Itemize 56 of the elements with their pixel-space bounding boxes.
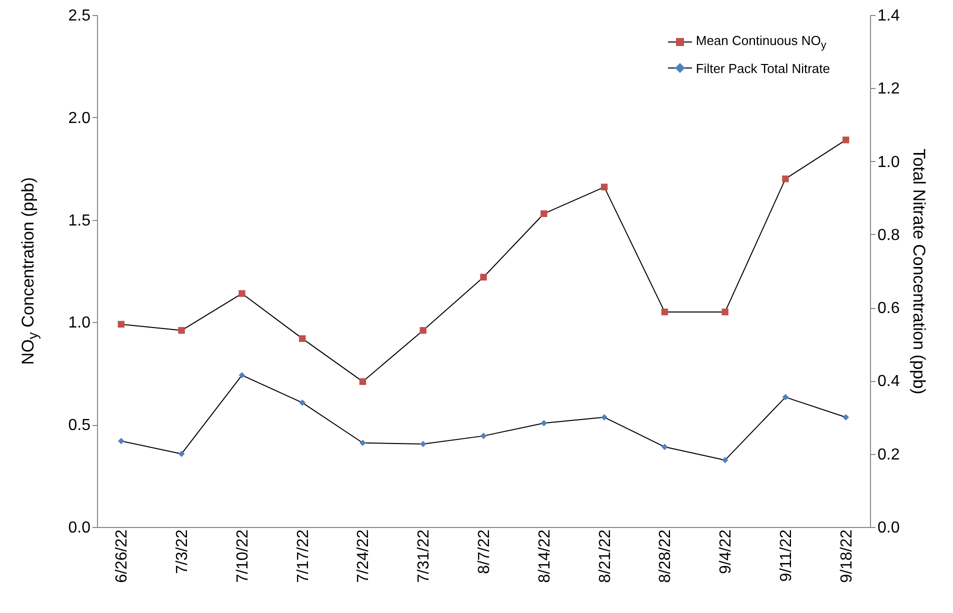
point: [178, 450, 185, 458]
y-tick-label: 2.0: [68, 110, 91, 127]
point: [118, 438, 124, 444]
x-tick-label: 8/14/22: [536, 529, 554, 583]
x-tick-label: 6/26/22: [114, 529, 131, 583]
point: [540, 210, 548, 218]
x-tick-label: 9/4/22: [718, 529, 735, 574]
point: [238, 290, 246, 297]
point: [842, 136, 850, 144]
x-tick-label: 9/18/22: [838, 529, 856, 583]
point: [782, 394, 789, 400]
y2-tick-label: 1.0: [878, 154, 900, 171]
x-tick-label: 7/10/22: [234, 529, 252, 583]
point: [480, 274, 487, 280]
point: [661, 308, 668, 316]
y-tick-label: 0.0: [68, 520, 91, 536]
point: [298, 335, 306, 342]
x-tick-label: 8/21/22: [596, 529, 614, 583]
y-tick-label: 1.5: [68, 212, 91, 230]
point: [722, 456, 728, 464]
y-tick-label: 0.5: [68, 417, 91, 434]
legend-label: Mean Continuous NO$_{y}$: [696, 32, 826, 52]
point: [118, 320, 125, 328]
y2-tick-label: 0.0: [878, 520, 900, 536]
point: [842, 414, 850, 420]
point: [600, 184, 608, 190]
legend-label: Filter Pack Total Nitrate: [696, 60, 830, 76]
y2-tick-label: 0.2: [878, 446, 900, 464]
point: [420, 327, 426, 334]
y2-tick-label: 0.4: [878, 373, 900, 390]
x-tick-label: 7/31/22: [416, 529, 433, 583]
y2-axis-title: Total Nitrate Concentration (ppb): [910, 148, 929, 394]
y2-tick-label: 0.6: [878, 300, 900, 318]
y-tick-label: 2.5: [68, 8, 91, 24]
point: [782, 175, 789, 182]
point: [238, 372, 246, 378]
x-tick-label: 8/7/22: [476, 529, 493, 574]
y2-tick-label: 0.8: [878, 226, 900, 244]
point: [299, 399, 306, 406]
x-tick-label: 9/11/22: [778, 529, 795, 582]
point: [722, 308, 728, 316]
point: [480, 432, 487, 440]
y2-tick-label: 1.4: [878, 8, 900, 24]
point: [662, 444, 668, 450]
point: [540, 420, 548, 426]
point: [360, 440, 366, 446]
x-tick-label: 7/24/22: [355, 529, 372, 583]
point: [178, 327, 185, 334]
x-tick-label: 8/28/22: [657, 529, 674, 583]
y2-tick-label: 1.2: [878, 80, 900, 98]
point: [601, 414, 608, 420]
y-tick-label: 1.0: [68, 314, 91, 332]
point: [359, 378, 366, 385]
x-tick-label: 7/3/22: [174, 529, 192, 574]
point: [420, 440, 426, 448]
x-tick-label: 7/17/22: [294, 529, 312, 583]
